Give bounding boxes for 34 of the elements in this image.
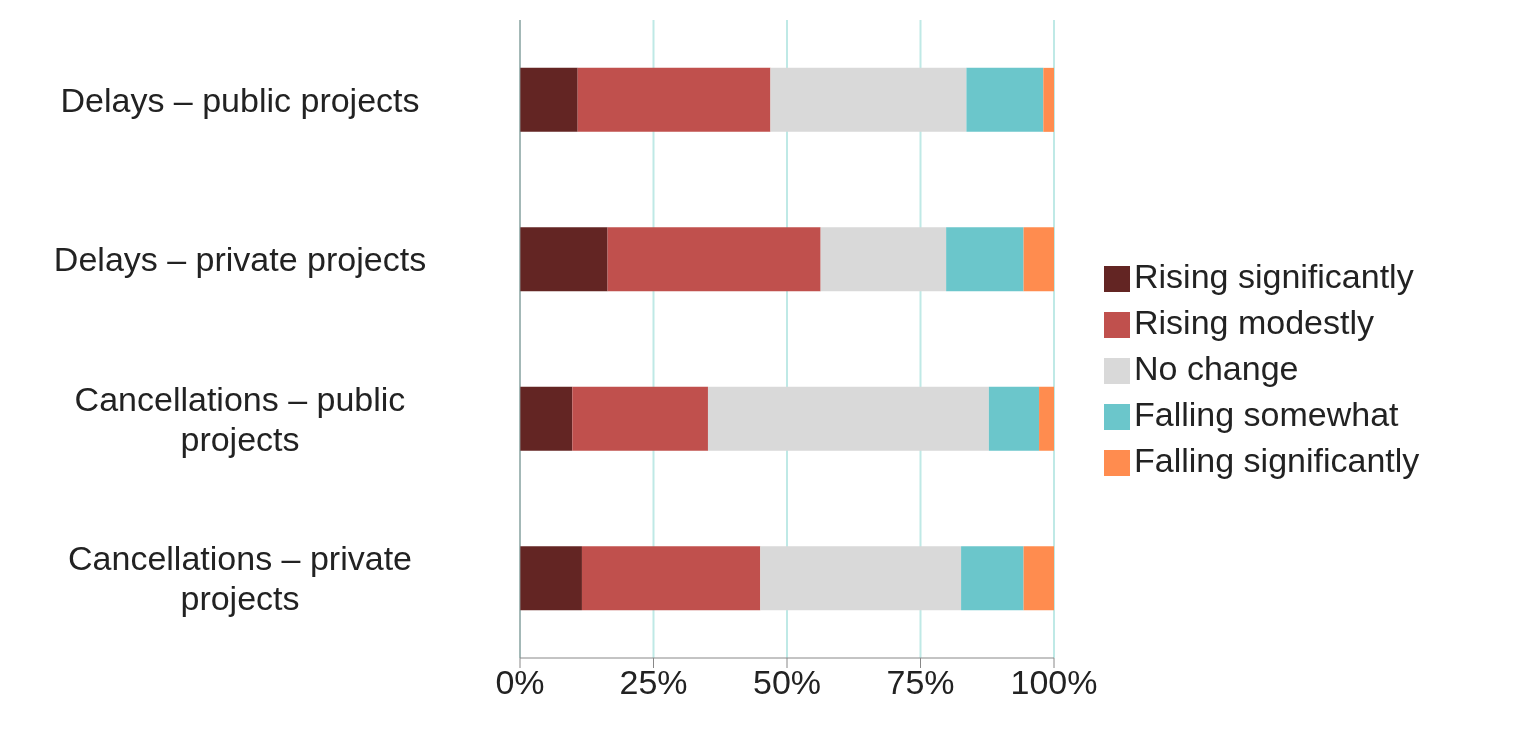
y-tick-label: Delays – private projects — [53, 240, 427, 279]
bar — [707, 386, 989, 451]
bar — [946, 227, 1024, 292]
x-tick-label: 0% — [495, 663, 545, 702]
x-tick-label: 25% — [619, 663, 688, 702]
bar — [520, 67, 578, 132]
bar — [520, 546, 582, 611]
bar — [577, 67, 771, 132]
bar — [572, 386, 708, 451]
x-tick-label: 50% — [752, 663, 822, 702]
bar — [760, 546, 962, 611]
bar — [1023, 546, 1054, 611]
legend-label: No change — [1134, 349, 1299, 387]
bar — [1023, 227, 1054, 292]
y-tick-label: Cancellations – public projects — [74, 379, 406, 458]
bar — [770, 67, 967, 132]
y-tick-label: Cancellations – private projects — [68, 539, 412, 618]
bar — [961, 546, 1024, 611]
bar — [520, 386, 573, 451]
legend-label: Falling somewhat — [1134, 395, 1399, 433]
bar — [1039, 386, 1054, 451]
bar — [988, 386, 1040, 451]
x-tick-label: 75% — [886, 663, 955, 702]
bar — [581, 546, 761, 611]
legend-label: Rising modestly — [1134, 303, 1374, 341]
x-tick-label: 100% — [1010, 663, 1098, 702]
bar — [1043, 67, 1054, 132]
legend-label: Rising significantly — [1134, 257, 1414, 295]
bar — [966, 67, 1044, 132]
bar — [520, 227, 608, 292]
y-tick-label: Delays – public projects — [60, 80, 420, 119]
bar — [607, 227, 821, 292]
bar — [820, 227, 947, 292]
legend-label: Falling significantly — [1134, 441, 1420, 479]
